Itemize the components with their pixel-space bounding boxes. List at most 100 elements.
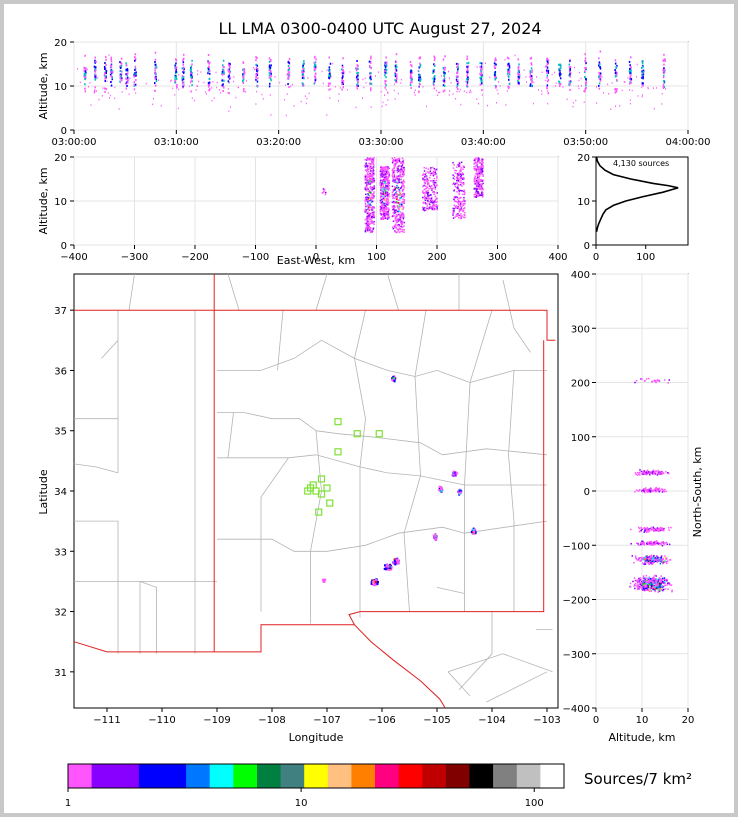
- lma-source-dot: [387, 210, 389, 213]
- lma-source-dot: [443, 77, 446, 80]
- lma-source-dot: [558, 80, 560, 83]
- lma-source-dot: [190, 76, 192, 78]
- lma-source-dot: [642, 556, 645, 559]
- lma-source-dot: [84, 90, 87, 93]
- lma-source-dot: [641, 580, 644, 582]
- lma-source-dot: [662, 585, 665, 588]
- lma-source-dot: [119, 61, 121, 64]
- lma-source-dot: [155, 78, 157, 81]
- lma-source-dot: [372, 174, 374, 177]
- lma-source-dot: [455, 213, 458, 216]
- lma-source-dot: [645, 582, 647, 585]
- lma-source-dot: [647, 528, 650, 531]
- lma-source-dot: [419, 65, 421, 68]
- lma-source-dot: [422, 177, 424, 179]
- lma-source-dot: [270, 75, 272, 78]
- lma-source-dot: [461, 205, 463, 207]
- lma-source-dot: [388, 566, 391, 569]
- lma-source-dot: [476, 98, 478, 100]
- lma-source-dot: [457, 207, 460, 209]
- lma-source-dot: [372, 160, 374, 162]
- lma-source-dot: [481, 94, 483, 96]
- colorbar-cell: [68, 764, 93, 788]
- lma-source-dot: [663, 74, 665, 77]
- lma-source-dot: [641, 540, 643, 543]
- lma-source-dot: [190, 90, 192, 93]
- lma-source-dot: [433, 205, 436, 207]
- lma-source-dot: [396, 159, 399, 161]
- lma-source-dot: [599, 66, 601, 68]
- lma-source-dot: [343, 72, 345, 75]
- lma-source-dot: [374, 583, 377, 586]
- lma-source-dot: [643, 489, 646, 492]
- lma-source-dot: [546, 74, 549, 77]
- lma-source-dot: [569, 72, 572, 74]
- lma-source-dot: [105, 58, 107, 61]
- lma-source-dot: [178, 88, 180, 91]
- lma-source-dot: [427, 195, 430, 197]
- lma-source-dot: [154, 67, 157, 70]
- ns-y-tick-label: 200: [571, 379, 590, 390]
- lma-source-dot: [369, 202, 371, 205]
- lma-source-dot: [329, 72, 331, 75]
- lma-source-dot: [641, 490, 643, 493]
- lma-source-dot: [452, 214, 454, 216]
- lma-source-dot: [396, 198, 398, 200]
- lma-source-dot: [419, 83, 421, 86]
- lma-source-dot: [386, 197, 389, 200]
- lma-source-dot: [431, 199, 434, 202]
- lma-source-dot: [129, 77, 131, 79]
- lma-source-dot: [410, 74, 412, 77]
- lma-source-dot: [328, 69, 330, 72]
- lma-source-dot: [555, 82, 557, 84]
- lma-source-dot: [323, 580, 326, 583]
- lma-source-dot: [105, 63, 107, 66]
- colorbar-cell: [327, 764, 352, 788]
- lma-source-dot: [373, 179, 375, 182]
- lma-source-dot: [457, 163, 460, 166]
- lma-source-dot: [629, 81, 631, 84]
- lma-source-dot: [452, 207, 454, 210]
- lma-source-dot: [385, 80, 387, 83]
- lma-source-dot: [649, 587, 651, 590]
- lma-source-dot: [647, 528, 649, 530]
- lma-source-dot: [440, 488, 443, 490]
- lma-source-dot: [531, 81, 533, 84]
- lma-source-dot: [434, 75, 436, 78]
- lma-source-dot: [394, 217, 397, 219]
- lma-source-dot: [454, 185, 457, 188]
- lma-source-dot: [110, 84, 113, 87]
- lma-source-dot: [119, 66, 122, 69]
- lma-source-dot: [654, 540, 656, 543]
- lma-source-dot: [506, 56, 509, 59]
- lma-source-dot: [458, 172, 460, 174]
- lma-source-dot: [651, 584, 653, 587]
- lma-source-dot: [644, 583, 646, 585]
- lma-source-dot: [125, 78, 128, 81]
- lma-source-dot: [411, 78, 413, 81]
- lma-source-dot: [154, 58, 157, 61]
- lma-source-dot: [478, 176, 480, 178]
- lma-source-dot: [410, 76, 413, 79]
- lma-source-dot: [666, 578, 668, 581]
- lma-source-dot: [439, 91, 441, 93]
- lma-source-dot: [452, 217, 455, 219]
- lma-source-dot: [392, 189, 395, 191]
- lma-source-dot: [418, 57, 420, 60]
- lma-source-dot: [641, 95, 643, 98]
- lma-source-dot: [662, 558, 664, 560]
- lma-source-dot: [371, 199, 374, 201]
- lma-source-dot: [268, 76, 271, 79]
- lma-source-dot: [432, 170, 435, 173]
- lma-source-dot: [481, 194, 484, 196]
- lma-source-dot: [368, 208, 370, 211]
- lma-source-dot: [518, 78, 520, 80]
- lma-source-dot: [191, 71, 193, 74]
- lma-source-dot: [221, 73, 224, 76]
- lma-source-dot: [653, 554, 655, 557]
- lma-source-dot: [369, 181, 371, 184]
- lma-source-dot: [435, 168, 438, 171]
- lma-source-dot: [380, 170, 383, 173]
- lma-source-dot: [473, 159, 476, 162]
- lma-source-dot: [647, 577, 650, 579]
